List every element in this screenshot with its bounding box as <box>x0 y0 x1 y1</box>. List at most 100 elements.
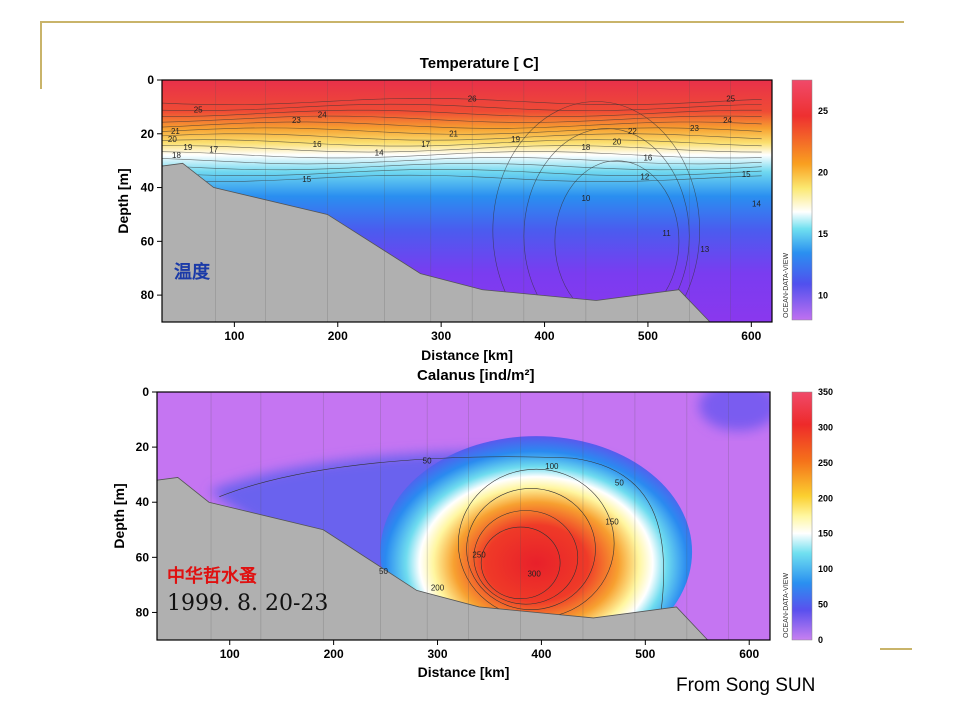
x-tick-label: 300 <box>431 329 451 343</box>
x-tick-label: 300 <box>428 647 448 661</box>
x-tick-label: 200 <box>328 329 348 343</box>
colorbar-tick-label: 25 <box>818 106 828 116</box>
temp-y-axis-label: Depth [m] <box>115 168 131 233</box>
colorbar-tick-label: 150 <box>818 529 833 539</box>
contour-label: 50 <box>615 479 624 488</box>
cal-seafloor <box>157 477 770 640</box>
contour-label: 200 <box>431 583 445 592</box>
isotherm-line <box>162 139 762 147</box>
contour-label: 18 <box>172 151 181 160</box>
colorbar-tick-label: 50 <box>818 600 828 610</box>
isotherm-line <box>162 151 762 159</box>
contour-label: 25 <box>726 95 735 104</box>
temp-chart-title: Temperature [ C] <box>420 55 539 72</box>
x-tick-label: 600 <box>741 329 761 343</box>
contour-label: 24 <box>723 116 732 125</box>
cal-plot-area: 50 100 50 150 250 300 200 50 <box>157 392 770 640</box>
isotherm-line <box>162 169 762 177</box>
cal-date: 1999. 8. 20-23 <box>167 591 328 616</box>
contour-label: 21 <box>171 127 180 136</box>
bottom-right-rule <box>880 648 912 650</box>
isotherm-line <box>162 98 762 106</box>
temp-seafloor <box>162 162 772 322</box>
colorbar-tick-label: 0 <box>818 635 823 645</box>
contour-label: 19 <box>183 143 192 152</box>
y-tick-label: 0 <box>142 385 149 399</box>
y-tick-label: 40 <box>136 495 150 509</box>
x-tick-label: 500 <box>638 329 658 343</box>
contour-label: 18 <box>581 143 590 152</box>
odv-watermark: OCEAN-DATA-VIEW <box>783 573 790 638</box>
contour-label: 14 <box>375 148 384 157</box>
cal-x-axis-label: Distance [km] <box>418 664 510 680</box>
contour-label: 14 <box>752 199 761 208</box>
contour-label: 17 <box>209 146 218 155</box>
isotherm-line <box>162 157 762 165</box>
contour-label: 24 <box>318 111 327 120</box>
contour-label: 100 <box>545 462 559 471</box>
y-tick-label: 60 <box>141 234 155 248</box>
contour-label: 300 <box>527 570 541 579</box>
isotherm-line <box>162 133 762 141</box>
x-tick-label: 100 <box>224 329 244 343</box>
contour-label: 13 <box>700 245 709 254</box>
colorbar-tick-label: 250 <box>818 458 833 468</box>
contour-label: 16 <box>643 154 652 163</box>
y-tick-label: 0 <box>147 73 154 87</box>
cal-y-axis-label: Depth [m] <box>111 483 127 548</box>
temp-plot-area: 2625242325242322212020211918171716161514… <box>162 80 772 322</box>
contour-label: 15 <box>302 175 311 184</box>
x-tick-label: 400 <box>535 329 555 343</box>
colorbar-tick-label: 200 <box>818 493 833 503</box>
contour-label: 16 <box>313 140 322 149</box>
contour-label: 26 <box>468 95 477 104</box>
isotherm-line <box>162 115 762 123</box>
isotherm-line <box>162 109 762 117</box>
contour-label: 50 <box>379 567 388 576</box>
cal-corner-patch <box>698 392 770 431</box>
cal-contour <box>473 510 579 605</box>
x-tick-label: 600 <box>739 647 759 661</box>
contour-label: 250 <box>472 550 486 559</box>
temp-plot-frame <box>161 79 773 323</box>
cal-plot-frame <box>156 391 771 641</box>
cal-contour <box>466 488 596 610</box>
contour-label: 21 <box>449 129 458 138</box>
contour-label: 25 <box>194 105 203 114</box>
colorbar-tick-label: 350 <box>818 387 833 397</box>
contour-label: 23 <box>292 116 301 125</box>
temp-x-axis-label: Distance [km] <box>421 347 513 363</box>
top-rule <box>40 21 904 23</box>
colorbar-tick-label: 20 <box>818 167 828 177</box>
contour-label: 17 <box>421 140 430 149</box>
left-rule <box>40 21 42 89</box>
cal-colorbar <box>791 391 813 641</box>
x-tick-label: 400 <box>531 647 551 661</box>
odv-watermark: OCEAN-DATA-VIEW <box>783 253 790 318</box>
contour-label: 19 <box>511 135 520 144</box>
temp-annotation: 温度 <box>174 261 211 283</box>
x-tick-label: 200 <box>324 647 344 661</box>
y-tick-label: 80 <box>136 605 150 619</box>
y-tick-label: 20 <box>136 440 150 454</box>
contour-label: 22 <box>628 127 637 136</box>
x-tick-label: 500 <box>635 647 655 661</box>
credit-text: From Song SUN <box>676 675 816 696</box>
colorbar-tick-label: 15 <box>818 229 828 239</box>
y-tick-label: 80 <box>141 288 155 302</box>
y-tick-label: 60 <box>136 550 150 564</box>
x-tick-label: 100 <box>220 647 240 661</box>
isotherm-line <box>162 145 762 153</box>
contour-label: 12 <box>640 172 649 181</box>
contour-label: 23 <box>690 124 699 133</box>
isotherm-line <box>162 103 762 111</box>
colorbar-tick-label: 10 <box>818 290 828 300</box>
colorbar-tick-label: 300 <box>818 422 833 432</box>
contour-label: 10 <box>581 194 590 203</box>
isotherm-line <box>162 163 762 171</box>
y-tick-label: 20 <box>141 127 155 141</box>
cal-chart-title: Calanus [ind/m²] <box>417 367 535 384</box>
contour-label: 20 <box>612 138 621 147</box>
contour-label: 150 <box>605 517 619 526</box>
